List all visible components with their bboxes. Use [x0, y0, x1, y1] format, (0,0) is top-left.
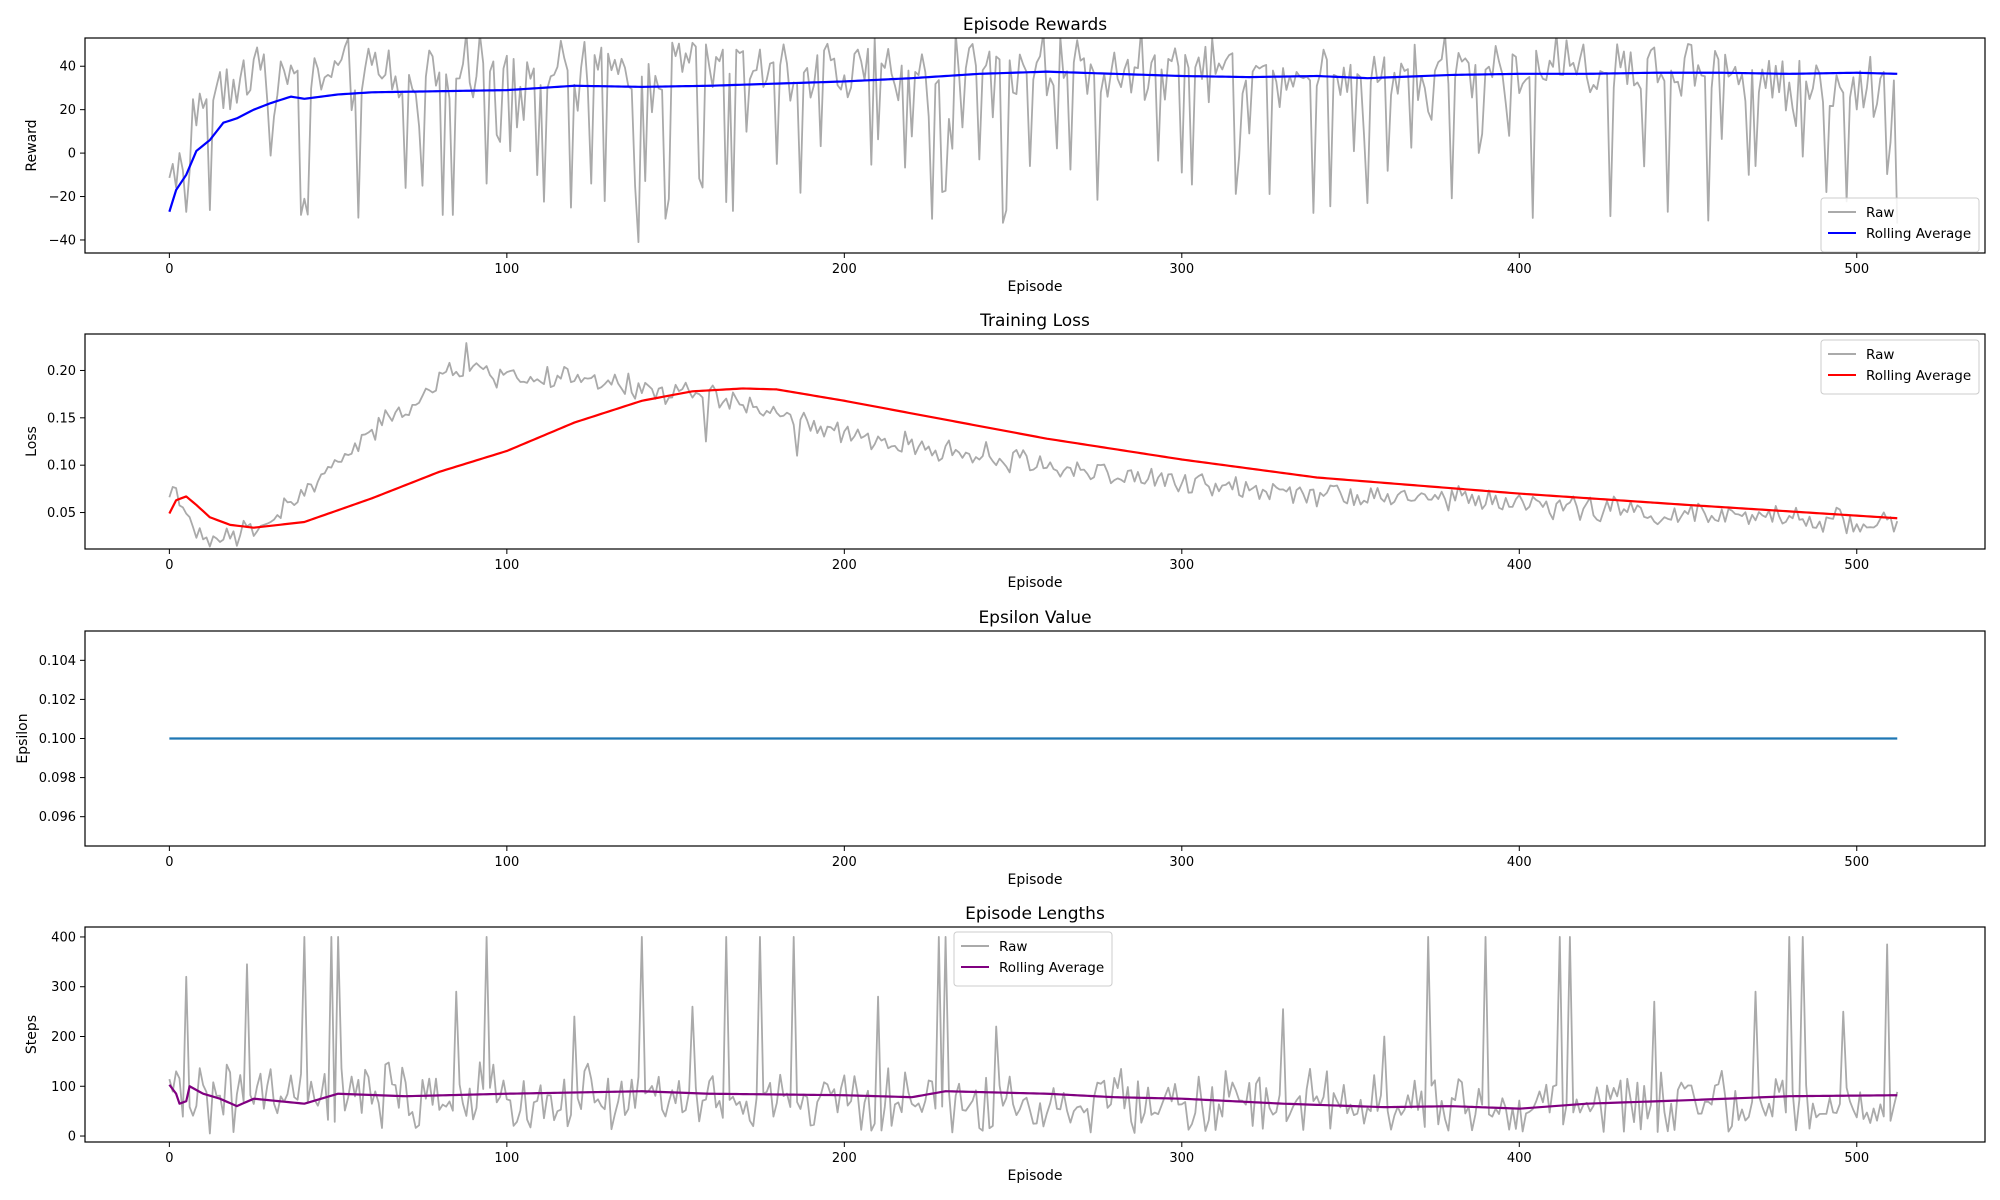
series-line-rolling-average [168, 1084, 1898, 1110]
x-tick-label: 300 [1169, 262, 1194, 277]
y-tick-label: 0.20 [47, 364, 76, 379]
legend-entry-label: Raw [1866, 347, 1894, 363]
y-tick-label: 0.104 [39, 654, 76, 669]
chart-title: Training Loss [979, 311, 1090, 331]
x-tick-label: 0 [165, 1151, 173, 1166]
y-tick-label: 0.098 [39, 771, 76, 786]
x-tick-label: 300 [1169, 855, 1194, 870]
y-tick-label: 20 [59, 103, 76, 118]
y-axis-label: Loss [24, 426, 40, 457]
legend: Raw Rolling Average [1820, 197, 1980, 253]
x-tick-label: 500 [1844, 855, 1869, 870]
x-tick-label: 100 [494, 262, 519, 277]
legend: Raw Rolling Average [1820, 339, 1980, 395]
series-line-rolling-average [168, 70, 1898, 213]
y-tick-label: −20 [49, 190, 76, 205]
series-line-raw [168, 936, 1899, 1135]
y-tick-label: 0 [68, 1130, 76, 1145]
x-tick-label: 500 [1844, 558, 1869, 573]
x-tick-label: 400 [1507, 855, 1532, 870]
series-line-raw [168, 342, 1899, 548]
y-tick-label: 0.05 [47, 506, 76, 521]
axes-frame [84, 333, 1986, 550]
subplot-2: 0 100 200 300 400 500 0.05 0.10 0.15 0.20 Training… [24, 311, 1986, 591]
x-tick-label: 200 [832, 1151, 857, 1166]
x-tick-label: 200 [832, 855, 857, 870]
legend-box [953, 931, 1113, 987]
chart-title: Episode Lengths [965, 904, 1105, 924]
y-tick-label: 0.10 [47, 459, 76, 474]
axes-frame [84, 926, 1986, 1143]
subplot-4: 0 100 200 300 400 500 0 100 200 300 400 Episode Len… [24, 904, 1986, 1184]
x-tick-label: 0 [165, 262, 173, 277]
subplot-1: 0 100 200 300 400 500 −40 −20 0 20 40 Episode Rewar… [24, 15, 1986, 295]
y-tick-label: 200 [51, 1030, 76, 1045]
y-tick-label: 300 [51, 980, 76, 995]
y-tick-label: 0.096 [39, 810, 76, 825]
y-tick-label: 40 [59, 60, 76, 75]
y-tick-label: 0.102 [39, 693, 76, 708]
x-tick-label: 200 [832, 262, 857, 277]
legend-entry-label: Raw [999, 939, 1027, 955]
x-tick-label: 400 [1507, 262, 1532, 277]
x-tick-label: 300 [1169, 1151, 1194, 1166]
legend-entry-label: Rolling Average [1866, 368, 1971, 384]
y-tick-label: −40 [49, 233, 76, 248]
y-axis-label: Reward [24, 119, 40, 171]
legend-entry-label: Rolling Average [999, 960, 1104, 976]
x-axis-label: Episode [1008, 279, 1063, 295]
x-axis-label: Episode [1008, 1168, 1063, 1184]
subplot-3: 0 100 200 300 400 500 0.096 0.098 0.100 0.102 0.10… [15, 608, 1986, 888]
chart-title: Epsilon Value [978, 608, 1091, 628]
legend-entry-label: Raw [1866, 205, 1894, 221]
y-tick-label: 0.15 [47, 411, 76, 426]
legend-entry-label: Rolling Average [1866, 226, 1971, 242]
y-axis-label: Epsilon [15, 713, 31, 763]
x-tick-label: 400 [1507, 558, 1532, 573]
x-axis-label: Episode [1008, 575, 1063, 591]
x-tick-label: 0 [165, 558, 173, 573]
y-tick-label: 400 [51, 930, 76, 945]
x-tick-label: 200 [832, 558, 857, 573]
y-tick-label: 0.100 [39, 732, 76, 747]
x-tick-label: 500 [1844, 262, 1869, 277]
x-tick-label: 100 [494, 855, 519, 870]
y-tick-label: 100 [51, 1080, 76, 1095]
legend-box [1820, 339, 1980, 395]
y-tick-label: 0 [68, 147, 76, 162]
y-axis-label: Steps [24, 1015, 40, 1054]
legend: Raw Rolling Average [953, 931, 1113, 987]
axes-frame [84, 37, 1986, 254]
series-line-rolling-average [168, 387, 1898, 529]
x-axis-label: Episode [1008, 872, 1063, 888]
legend-box [1820, 197, 1980, 253]
chart-title: Episode Rewards [963, 15, 1107, 35]
x-tick-label: 0 [165, 855, 173, 870]
x-tick-label: 500 [1844, 1151, 1869, 1166]
series-line-raw [168, 38, 1899, 244]
x-tick-label: 100 [494, 558, 519, 573]
x-tick-label: 300 [1169, 558, 1194, 573]
x-tick-label: 100 [494, 1151, 519, 1166]
x-tick-label: 400 [1507, 1151, 1532, 1166]
